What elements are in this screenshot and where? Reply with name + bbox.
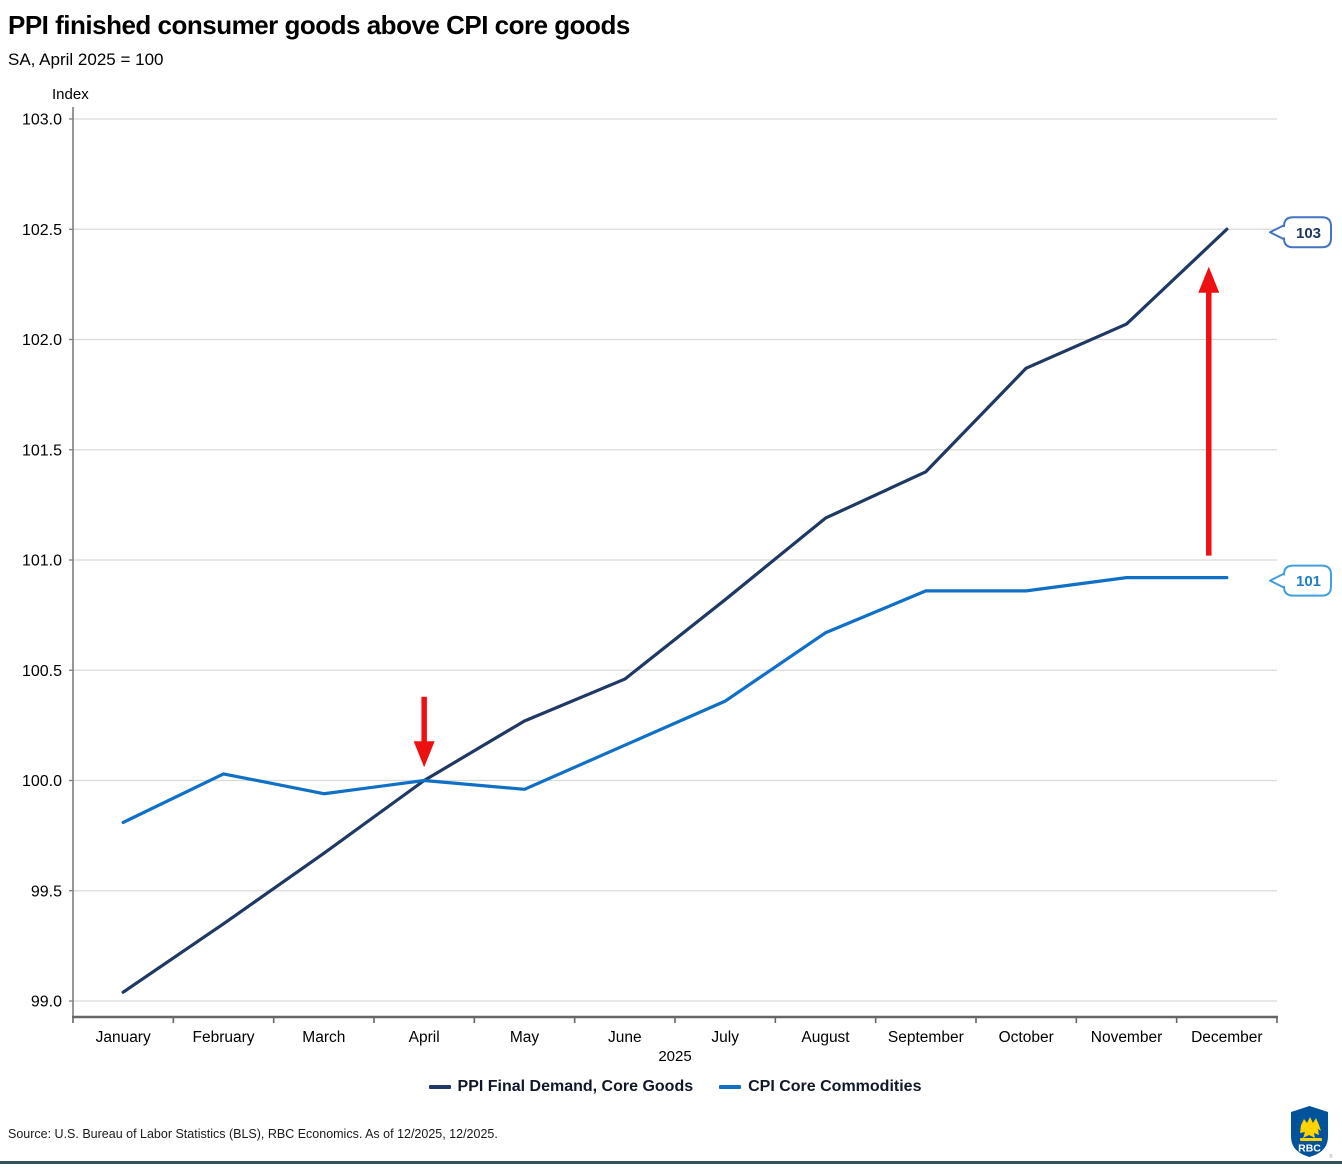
y-tick-label: 100.5 — [22, 663, 62, 680]
x-tick-label: August — [801, 1029, 850, 1046]
legend-item-cpi: CPI Core Commodities — [719, 1078, 921, 1096]
x-tick-label: November — [1091, 1029, 1163, 1046]
rbc-logo: RBC ® — [1291, 1106, 1333, 1159]
x-tick-label: January — [96, 1029, 151, 1046]
x-tick-label: May — [510, 1029, 540, 1046]
y-tick-label: 103.0 — [22, 112, 62, 129]
y-tick-label: 99.0 — [31, 994, 62, 1011]
y-tick-label: 102.5 — [22, 222, 62, 239]
legend-label-cpi: CPI Core Commodities — [748, 1078, 922, 1095]
x-tick-label: April — [409, 1029, 440, 1046]
december-gap-arrow-head — [1198, 266, 1220, 293]
chart-legend: PPI Final Demand, Core Goods CPI Core Co… — [73, 1078, 1277, 1096]
x-axis-title: 2025 — [658, 1048, 692, 1065]
x-tick-label: September — [888, 1029, 964, 1046]
y-tick-label: 100.0 — [22, 773, 62, 790]
x-tick-label: July — [711, 1029, 739, 1046]
rbc-logo-text: RBC — [1298, 1143, 1321, 1155]
bottom-rule — [0, 1161, 1342, 1164]
source-note: Source: U.S. Bureau of Labor Statistics … — [8, 1127, 498, 1141]
y-tick-label: 99.5 — [31, 883, 62, 900]
callout-101-text: 101 — [1296, 573, 1321, 590]
page-title: PPI finished consumer goods above CPI co… — [8, 10, 630, 40]
y-tick-label: 101.5 — [22, 442, 62, 459]
y-axis-title: Index — [52, 86, 89, 103]
y-tick-label: 101.0 — [22, 553, 62, 570]
cpi-line-swatch-icon — [719, 1085, 742, 1089]
series-line-0 — [121, 227, 1229, 994]
page-subtitle: SA, April 2025 = 100 — [8, 50, 164, 69]
x-tick-label: February — [192, 1029, 254, 1046]
callout-101 — [1269, 564, 1332, 597]
callout-103 — [1269, 216, 1332, 249]
legend-item-ppi: PPI Final Demand, Core Goods — [428, 1078, 694, 1096]
legend-label-ppi: PPI Final Demand, Core Goods — [457, 1078, 694, 1095]
rbc-lion-icon — [1300, 1117, 1322, 1141]
x-tick-label: June — [608, 1029, 642, 1046]
x-tick-label: March — [302, 1029, 345, 1046]
april-convergence-arrow-head — [413, 741, 435, 768]
x-tick-label: October — [999, 1029, 1054, 1046]
callout-103-text: 103 — [1296, 225, 1321, 242]
ppi-line-swatch-icon — [428, 1085, 451, 1089]
registered-mark: ® — [1329, 1153, 1333, 1159]
x-tick-label: December — [1191, 1029, 1263, 1046]
series-line-1 — [121, 576, 1229, 824]
y-tick-label: 102.0 — [22, 332, 62, 349]
